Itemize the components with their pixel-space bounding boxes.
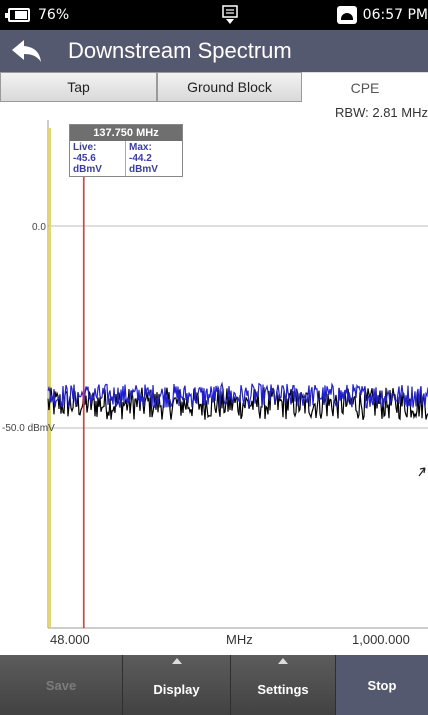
marker-max-value: -44.2 dBmV: [129, 153, 158, 175]
settings-label: Settings: [257, 681, 309, 697]
tab-label: Tap: [67, 79, 90, 95]
spectrum-plot[interactable]: 0.0 -50.0 dBmV 48.000 MHz 1,000.000: [0, 120, 428, 647]
x-label-end: 1,000.000: [352, 632, 410, 647]
trace-0: [47, 386, 428, 421]
page-title: Downstream Spectrum: [68, 38, 292, 63]
y-label-minus50: -50.0 dBmV: [2, 423, 55, 434]
spectrum-chart: [47, 120, 428, 629]
x-label-start: 48.000: [50, 632, 90, 647]
clock: 06:57 PM: [336, 5, 428, 25]
save-button[interactable]: Save: [0, 655, 123, 715]
status-bar: 76% 06:57 PM: [0, 0, 428, 30]
x-label-unit: MHz: [226, 632, 253, 647]
marker-max: Max: -44.2 dBmV: [126, 141, 182, 176]
marker-frequency: 137.750 MHz: [70, 125, 182, 141]
tab-ground-block[interactable]: Ground Block: [157, 72, 302, 102]
trace-1: [47, 381, 428, 409]
battery-percent: 76%: [38, 7, 70, 23]
y-label-zero: 0.0: [32, 222, 46, 233]
tab-label: Ground Block: [187, 79, 272, 95]
tab-cpe[interactable]: CPE: [302, 72, 428, 102]
title-bar: Downstream Spectrum: [0, 30, 428, 72]
settings-button[interactable]: Settings: [231, 655, 336, 715]
device-icon: [336, 6, 357, 24]
tab-bar: Tap Ground Block CPE: [0, 72, 428, 102]
arrow-icon: [418, 467, 426, 477]
stop-label: Stop: [367, 677, 397, 693]
marker-max-label: Max:: [129, 142, 152, 153]
marker-live: Live: -45.6 dBmV: [70, 141, 126, 176]
back-arrow-icon[interactable]: [8, 36, 44, 66]
display-label: Display: [153, 681, 200, 697]
settings-arrow-icon: [278, 658, 288, 664]
marker-readout: 137.750 MHz Live: -45.6 dBmV Max: -44.2 …: [69, 124, 183, 177]
display-button[interactable]: Display: [123, 655, 231, 715]
clock-time: 06:57 PM: [362, 7, 428, 23]
bottom-toolbar: Save Display Settings Stop: [0, 655, 428, 715]
marker-live-label: Live:: [73, 142, 97, 153]
tab-tap[interactable]: Tap: [0, 72, 157, 102]
marker-values: Live: -45.6 dBmV Max: -44.2 dBmV: [70, 141, 182, 176]
stop-button[interactable]: Stop: [336, 655, 428, 715]
marker-live-value: -45.6 dBmV: [73, 153, 102, 175]
save-label: Save: [45, 677, 77, 693]
battery-icon: [5, 8, 30, 22]
notification-icon: [222, 5, 238, 24]
rbw-readout: RBW: 2.81 MHz: [335, 105, 428, 120]
tab-label: CPE: [350, 79, 380, 96]
display-arrow-icon: [171, 658, 182, 664]
